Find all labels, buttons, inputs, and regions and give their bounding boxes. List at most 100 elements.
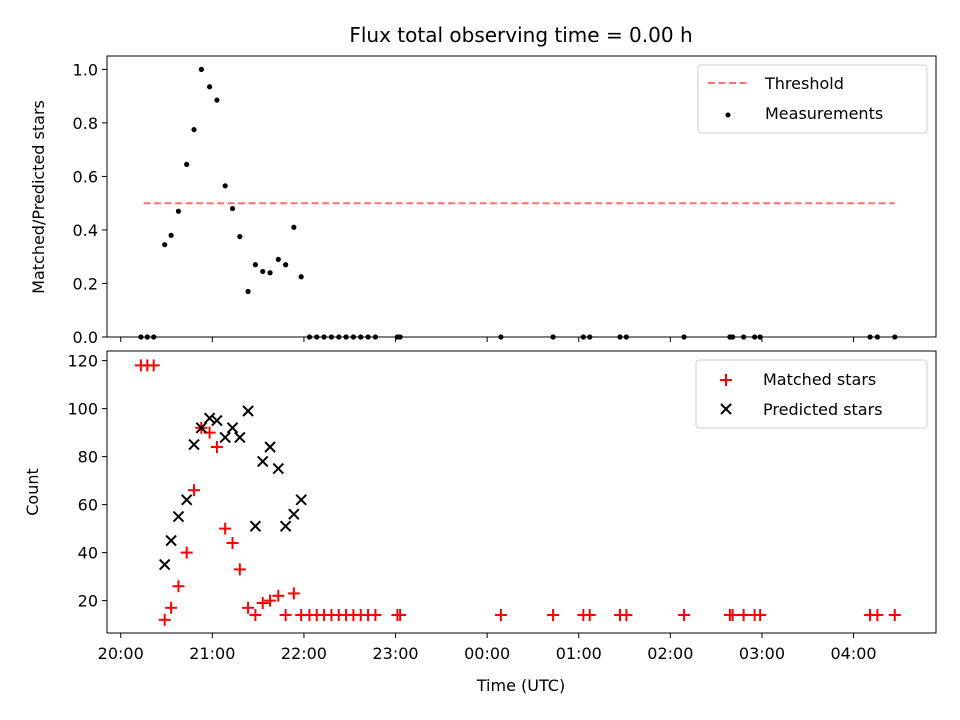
- x-tick-label: 03:00: [739, 644, 785, 663]
- x-tick-label: 20:00: [98, 644, 144, 663]
- predicted-stars-point: [234, 431, 246, 444]
- matched-stars-point: [172, 580, 185, 593]
- measurements-point: [298, 274, 304, 280]
- matched-stars-point: [888, 609, 901, 621]
- measurements-point: [168, 232, 174, 238]
- matched-stars-point: [147, 359, 160, 372]
- matched-stars-point: [494, 609, 507, 621]
- matched-stars-point: [210, 441, 223, 453]
- measurements-point: [252, 262, 258, 268]
- matched-stars-point: [547, 609, 560, 621]
- measurements-point: [237, 234, 243, 240]
- counts-y-tick-label: 120: [67, 352, 98, 371]
- predicted-stars-point: [180, 494, 193, 506]
- ratio-legend: Threshold Measurements: [697, 64, 928, 134]
- matched-stars-point: [737, 609, 750, 621]
- measurements-point: [291, 224, 297, 230]
- matched-stars-point: [583, 609, 596, 621]
- legend-threshold-label: Threshold: [764, 74, 844, 93]
- counts-y-tick-label: 100: [67, 400, 98, 419]
- counts-legend-box: [695, 359, 928, 429]
- measurements-point: [191, 126, 197, 133]
- matched-stars-point: [678, 609, 691, 621]
- matched-stars-point: [226, 537, 239, 549]
- legend-predicted-swatch: [720, 403, 732, 415]
- matched-stars-point: [165, 601, 178, 614]
- measurements-point: [275, 256, 281, 262]
- x-tick-label: 21:00: [189, 644, 235, 663]
- predicted-stars-point: [279, 520, 292, 532]
- predicted-stars-point: [249, 520, 262, 532]
- matched-stars-point: [871, 609, 884, 621]
- matched-stars-point: [754, 609, 767, 621]
- measurements-point: [283, 262, 289, 268]
- predicted-stars-point: [195, 422, 208, 434]
- ratio-y-tick-label: 0.6: [73, 167, 98, 186]
- matched-stars-point: [158, 613, 171, 626]
- legend-measurements-swatch: [725, 112, 731, 118]
- x-tick-label: 23:00: [372, 644, 418, 663]
- ratio-axes: 0.0 0.2 0.4 0.6 0.8 1.0: [73, 60, 855, 347]
- counts-ylabel: Count: [23, 468, 42, 516]
- predicted-stars-point: [295, 494, 307, 506]
- x-tick-label: 22:00: [281, 644, 327, 663]
- predicted-stars-point: [272, 462, 285, 475]
- legend-predicted-label: Predicted stars: [763, 400, 883, 419]
- counts-y-tick-label: 60: [78, 496, 98, 515]
- predicted-stars-point: [211, 414, 223, 427]
- matched-stars-point: [233, 563, 246, 576]
- predicted-stars-point: [159, 558, 171, 571]
- counts-frame: [106, 350, 937, 634]
- legend-measurements-label: Measurements: [765, 104, 883, 123]
- predicted-stars-point: [172, 510, 185, 523]
- matched-stars-point: [369, 609, 382, 621]
- x-tick-label: 00:00: [464, 644, 510, 663]
- matched-stars-point: [219, 522, 232, 535]
- predicted-stars-point: [257, 455, 269, 468]
- predicted-stars-point: [219, 431, 231, 444]
- measurements-point: [260, 268, 266, 275]
- x-axis-label: Time (UTC): [476, 676, 565, 695]
- predicted-stars-point: [242, 405, 254, 417]
- counts-marks: [134, 359, 901, 626]
- counts-axes: 20:00 21:00 22:00 23:00 00:00 01:00 02:00 03:00…: [67, 352, 876, 663]
- ratio-y-tick-label: 1.0: [73, 60, 98, 79]
- measurements-point: [175, 208, 182, 214]
- chart-title: Flux total observing time = 0.00 h: [349, 23, 692, 47]
- matched-stars-point: [394, 609, 407, 621]
- ratio-panel: 0.0 0.2 0.4 0.6 0.8 1.0 Matched/Predicted sta…: [29, 55, 937, 347]
- measurements-point: [206, 84, 213, 90]
- ratio-y-tick-label: 0.0: [73, 328, 98, 347]
- matched-stars-point: [180, 546, 193, 559]
- matched-stars-point: [620, 609, 633, 621]
- matched-stars-point: [726, 609, 739, 621]
- counts-y-tick-label: 20: [78, 592, 98, 611]
- counts-panel: 20:00 21:00 22:00 23:00 00:00 01:00 02:00 03:00…: [23, 350, 937, 695]
- counts-legend: Matched stars Predicted stars: [695, 359, 928, 429]
- predicted-stars-point: [288, 508, 300, 520]
- measurements-point: [222, 183, 228, 189]
- measurements-point: [267, 270, 273, 276]
- matched-stars-point: [287, 587, 300, 600]
- matched-stars-point: [249, 609, 262, 621]
- matched-stars-point: [272, 589, 285, 602]
- matched-stars-point: [242, 601, 255, 614]
- matched-stars-point: [256, 597, 269, 609]
- measurements-point: [214, 97, 220, 103]
- predicted-stars-point: [203, 412, 216, 424]
- x-tick-label: 04:00: [831, 644, 877, 663]
- x-tick-label: 01:00: [556, 644, 602, 663]
- predicted-stars-point: [165, 534, 177, 547]
- x-tick-label: 02:00: [647, 644, 693, 663]
- ratio-y-tick-label: 0.2: [73, 274, 98, 293]
- counts-y-tick-label: 40: [78, 544, 98, 563]
- measurements-point: [229, 205, 236, 212]
- ratio-y-tick-label: 0.8: [73, 114, 98, 133]
- matched-stars-point: [188, 484, 201, 497]
- ratio-frame: [106, 55, 937, 338]
- predicted-stars-point: [226, 422, 239, 434]
- matched-stars-point: [264, 594, 277, 607]
- counts-y-tick-label: 80: [78, 448, 98, 467]
- legend-matched-label: Matched stars: [763, 370, 876, 389]
